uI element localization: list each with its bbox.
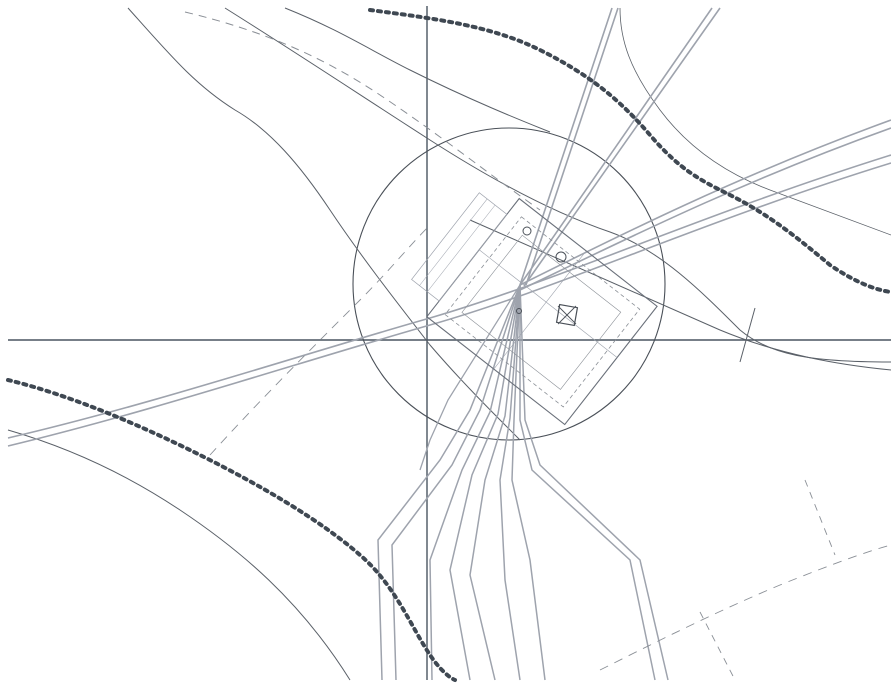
boundary-line (619, 7, 891, 236)
reference-circle (352, 127, 666, 441)
tick-mark (739, 307, 756, 363)
pipe-line (519, 119, 891, 286)
pipe-line (499, 284, 521, 681)
pipe-line (469, 284, 521, 681)
boundary-line (127, 7, 521, 441)
road-line (469, 219, 891, 371)
node-marker (516, 308, 522, 314)
pipe-line (377, 284, 521, 681)
equipment-symbol (555, 303, 579, 327)
contour-line (368, 8, 891, 294)
pipe-line (525, 7, 619, 286)
manhole-marker (522, 226, 532, 236)
pipe-line (511, 284, 546, 681)
building-footprint (411, 192, 658, 426)
manhole-marker (555, 251, 567, 263)
boundary-line (7, 429, 351, 681)
pipe-line (429, 284, 521, 681)
pipe-line (519, 285, 656, 681)
pipe-line (7, 154, 891, 439)
pipe-line (523, 7, 721, 287)
pipe-line (519, 284, 669, 681)
boundary-line (284, 7, 551, 133)
pipe-line (449, 284, 521, 681)
pipe-line (7, 162, 891, 447)
dashed-line (599, 544, 891, 671)
contour-line (6, 378, 457, 682)
pipe-line (419, 284, 521, 471)
dashed-line (184, 11, 541, 211)
boundary-line (224, 7, 891, 363)
pipe-line (519, 127, 891, 291)
dashed-line (804, 479, 836, 556)
dashed-line (699, 611, 736, 681)
pipe-line (519, 7, 613, 286)
pipe-line (519, 7, 713, 286)
